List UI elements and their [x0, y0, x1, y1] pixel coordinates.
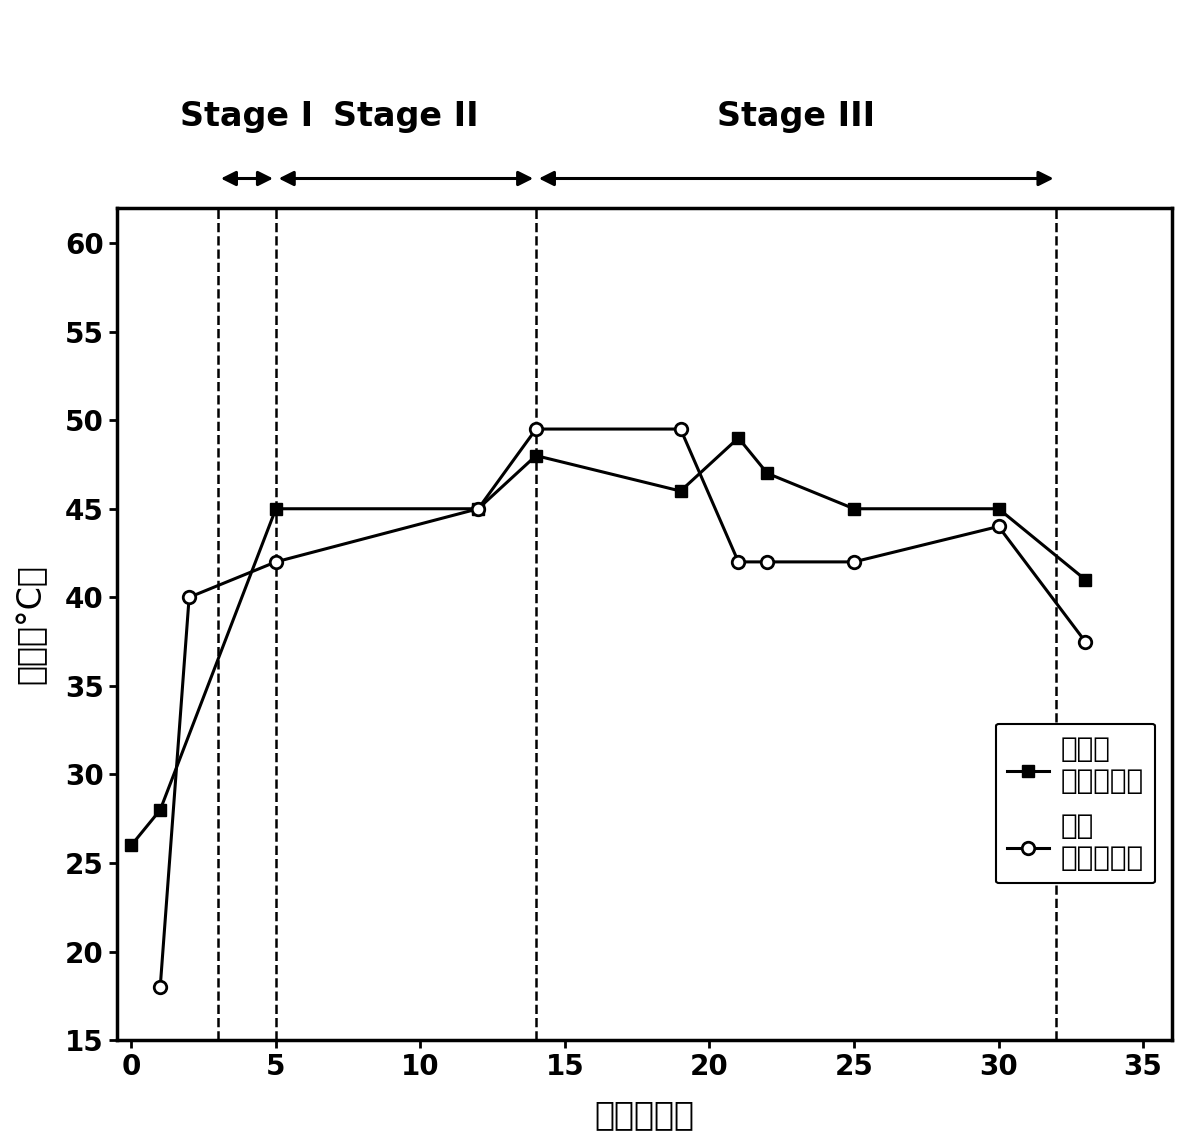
Text: Stage III: Stage III	[717, 100, 875, 133]
Text: Stage II: Stage II	[334, 100, 478, 133]
Text: Stage I: Stage I	[180, 100, 313, 133]
Legend: 未添加
铁基生物炭, 添加
铁基生物炭: 未添加 铁基生物炭, 添加 铁基生物炭	[996, 723, 1155, 884]
Y-axis label: 温度（°C）: 温度（°C）	[15, 564, 47, 684]
X-axis label: 时间（天）: 时间（天）	[595, 1098, 694, 1131]
